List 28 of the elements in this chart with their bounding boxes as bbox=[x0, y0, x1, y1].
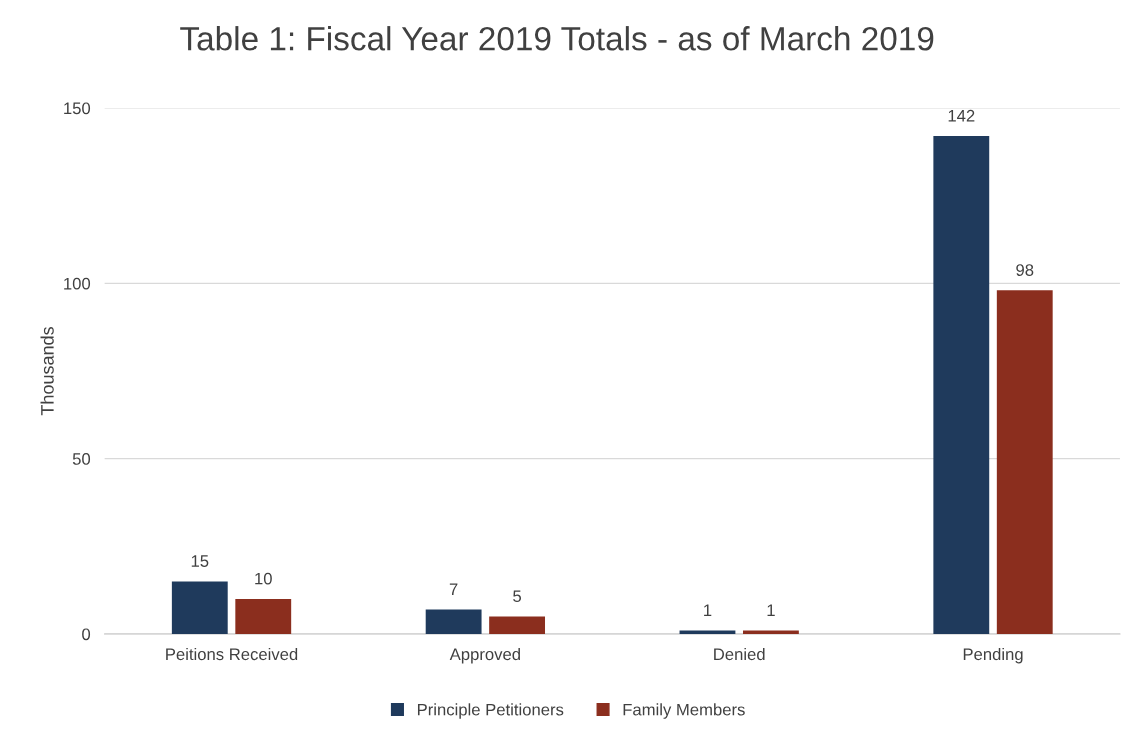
bar bbox=[743, 630, 799, 634]
legend-label: Principle Petitioners bbox=[417, 703, 564, 719]
bar bbox=[235, 598, 292, 634]
x-tick-label: Approved bbox=[449, 647, 520, 664]
bar bbox=[679, 630, 736, 634]
y-tick-label: 0 bbox=[82, 628, 91, 641]
y-axis-title: Thousands bbox=[40, 326, 54, 416]
data-label: 10 bbox=[255, 572, 272, 585]
data-label: 5 bbox=[513, 590, 522, 603]
data-label: 1 bbox=[704, 604, 712, 616]
data-label: 142 bbox=[948, 109, 975, 122]
bar bbox=[489, 616, 546, 634]
bar bbox=[933, 136, 990, 634]
x-tick-label: Denied bbox=[714, 647, 765, 661]
data-label: 98 bbox=[1016, 264, 1034, 276]
bar bbox=[425, 609, 482, 634]
x-tick-label: Peitions Received bbox=[166, 647, 298, 661]
data-label: 1 bbox=[767, 604, 775, 616]
chart-title: Table 1: Fiscal Year 2019 Totals - as of March 2019 bbox=[180, 26, 934, 51]
data-label: 15 bbox=[191, 555, 209, 567]
bar bbox=[996, 290, 1053, 634]
legend-label: Family Members bbox=[623, 703, 745, 719]
bar bbox=[171, 581, 228, 634]
y-tick-label: 100 bbox=[64, 277, 91, 290]
y-tick-label: 150 bbox=[64, 102, 91, 115]
data-label: 7 bbox=[449, 583, 458, 595]
x-tick-label: Pending bbox=[963, 647, 1023, 664]
y-tick-label: 50 bbox=[72, 453, 91, 465]
